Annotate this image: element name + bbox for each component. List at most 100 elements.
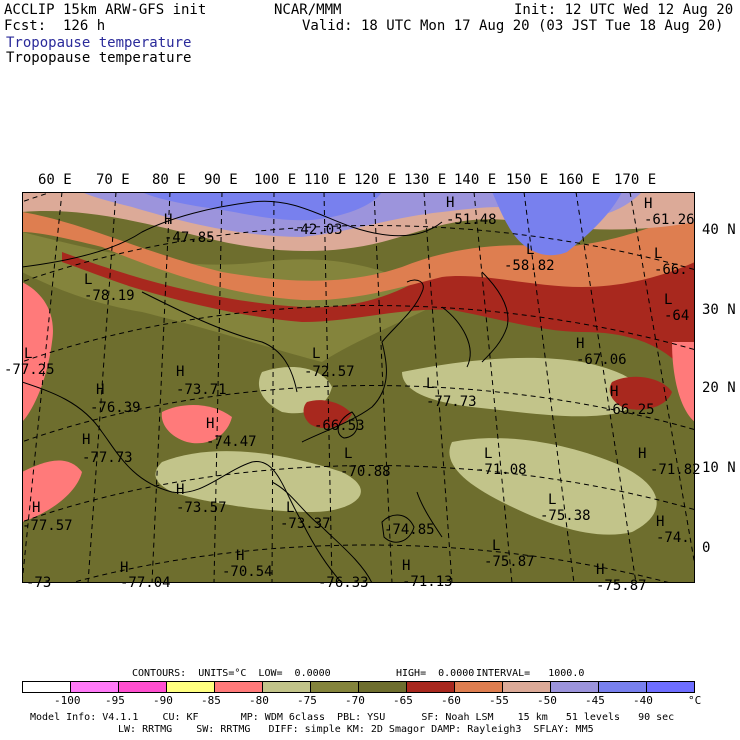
lat-label: 30 N xyxy=(702,302,736,318)
center-symbol: H xyxy=(96,382,105,398)
graticule-line xyxy=(271,192,275,583)
center-symbol: L xyxy=(84,272,93,288)
center-value: -73.37 xyxy=(280,516,331,532)
center-symbol: L xyxy=(312,346,321,362)
graticule-line xyxy=(22,225,695,283)
coastline xyxy=(22,200,443,268)
tropopause-fill xyxy=(449,438,657,535)
colorbar-tick: -80 xyxy=(249,694,269,707)
colorbar-tick: -45 xyxy=(585,694,605,707)
graticule-line xyxy=(22,192,63,583)
graticule-line xyxy=(423,192,453,583)
center-value: -76.39 xyxy=(90,400,141,416)
lon-label: 160 E xyxy=(558,172,601,188)
coastline xyxy=(141,291,298,393)
center-symbol: H xyxy=(644,196,653,212)
center-value: -73 xyxy=(26,575,52,591)
graticule-line xyxy=(22,305,695,363)
center-symbol: H xyxy=(596,562,605,578)
center-value: -77.73 xyxy=(82,450,133,466)
center-symbol: H xyxy=(120,560,129,576)
colorbar-swatch xyxy=(22,681,71,693)
coastline xyxy=(416,491,443,538)
center-value: -73.57 xyxy=(176,500,227,516)
graticule-line xyxy=(629,192,695,569)
center-symbol: L xyxy=(426,376,435,392)
center-value: -64 xyxy=(664,308,690,324)
tropopause-fill xyxy=(402,357,641,417)
coastline xyxy=(381,514,415,543)
center-value: -47.85 xyxy=(164,230,215,246)
tropopause-fill xyxy=(155,451,361,512)
center-symbol: H xyxy=(206,416,215,432)
lon-label: 100 E xyxy=(254,172,297,188)
center-value: -75.38 xyxy=(540,508,591,524)
lon-label: 130 E xyxy=(404,172,447,188)
center-symbol: L xyxy=(548,492,557,508)
coastline xyxy=(22,381,343,583)
graticule-line xyxy=(69,544,673,583)
center-symbol: H xyxy=(164,212,173,228)
colorbar-tick: -55 xyxy=(489,694,509,707)
tropopause-fill xyxy=(672,342,695,422)
contour-units: CONTOURS: UNITS=°C LOW= 0.0000 xyxy=(132,668,331,679)
colorbar-tick: -40 xyxy=(633,694,653,707)
colorbar-unit: °C xyxy=(688,694,702,707)
tropopause-fill xyxy=(161,405,232,444)
colorbar-tick: -50 xyxy=(537,694,557,707)
center-value: -77.04 xyxy=(120,575,171,591)
model-info: Model Info: V4.1.1 CU: KF MP: WDM 6class… xyxy=(30,712,675,723)
center-value: -71.82 xyxy=(650,462,701,478)
lat-label: 10 N xyxy=(702,460,736,476)
center-value: -72.57 xyxy=(304,364,355,380)
center-symbol: L xyxy=(492,538,501,554)
colorbar-tick: -70 xyxy=(345,694,365,707)
center-symbol: H xyxy=(236,548,245,564)
coastline xyxy=(337,411,358,439)
graticule-line xyxy=(575,192,637,583)
graticule-line xyxy=(373,192,393,583)
center-symbol: H xyxy=(32,500,41,516)
field-title-1: Tropopause temperature xyxy=(6,35,192,51)
lon-label: 170 E xyxy=(614,172,657,188)
center-value: -77.25 xyxy=(4,362,55,378)
tropopause-fill xyxy=(22,232,442,362)
lat-label: 20 N xyxy=(702,380,736,396)
center-symbol: H xyxy=(638,446,647,462)
colorbar-swatch xyxy=(118,681,167,693)
lon-label: 90 E xyxy=(204,172,238,188)
colorbar-swatch xyxy=(70,681,119,693)
contour-high: HIGH= 0.0000 xyxy=(396,668,475,679)
center-value: -77.57 xyxy=(22,518,73,534)
graticule-line xyxy=(22,465,695,523)
center-symbol: H xyxy=(82,432,91,448)
center-value: -75.87 xyxy=(484,554,535,570)
center-value: -70.54 xyxy=(222,564,273,580)
center-symbol: L xyxy=(526,242,535,258)
center-label: NCAR/MMM xyxy=(274,2,342,18)
map-frame xyxy=(22,192,695,583)
colorbar-swatch xyxy=(502,681,551,693)
contour-interval: INTERVAL= 1000.0 xyxy=(476,668,585,679)
tropopause-fill xyxy=(303,400,352,429)
model-title: ACCLIP 15km ARW-GFS init xyxy=(4,2,207,18)
center-value: -71.13 xyxy=(402,574,453,590)
lon-label: 120 E xyxy=(354,172,397,188)
lon-label: 140 E xyxy=(454,172,497,188)
center-value: -74. xyxy=(656,530,690,546)
map-panel xyxy=(22,192,695,583)
lon-label: 70 E xyxy=(96,172,130,188)
graticule-line xyxy=(151,192,171,583)
colorbar-swatch xyxy=(646,681,695,693)
center-symbol: L xyxy=(286,500,295,516)
tropopause-fill xyxy=(22,460,82,522)
colorbar-tick: -75 xyxy=(297,694,317,707)
center-symbol: L xyxy=(654,246,663,262)
tropopause-fill xyxy=(609,376,672,410)
center-value: -66.53 xyxy=(314,418,365,434)
tropopause-fill xyxy=(22,212,695,301)
center-value: -66. xyxy=(654,262,688,278)
colorbar-tick: -85 xyxy=(201,694,221,707)
graticule-line xyxy=(473,192,513,583)
colorbar-swatch xyxy=(358,681,407,693)
